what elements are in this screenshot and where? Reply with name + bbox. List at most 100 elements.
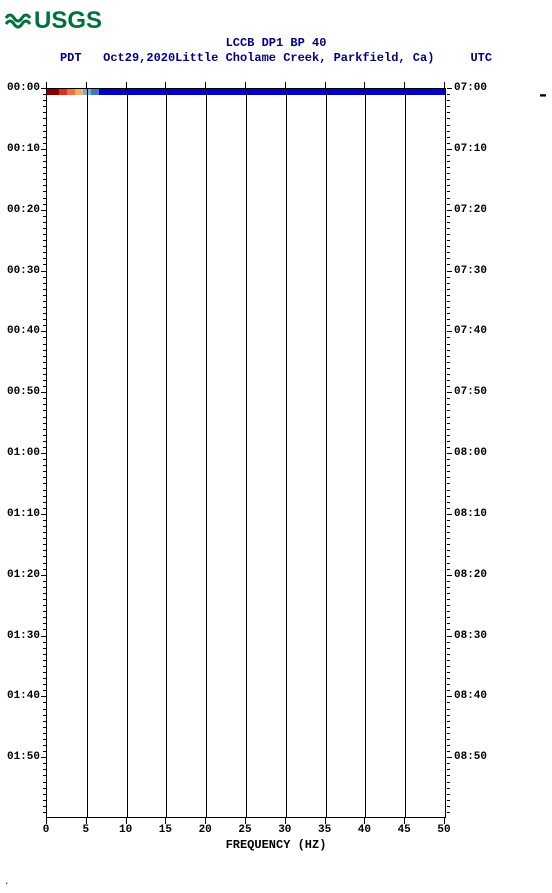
- y-minor-tick-right: [447, 137, 450, 138]
- y-left-label: 01:00: [7, 448, 40, 459]
- y-minor-tick-left: [43, 751, 46, 752]
- y-minor-tick-right: [447, 441, 450, 442]
- y-minor-tick-left: [43, 429, 46, 430]
- y-minor-tick-right: [447, 581, 450, 582]
- y-minor-tick-right: [447, 325, 450, 326]
- y-minor-tick-left: [43, 94, 46, 95]
- y-minor-tick-right: [447, 398, 450, 399]
- y-minor-tick-left: [43, 350, 46, 351]
- page: USGS LCCB DP1 BP 40 PDT Oct29,2020 Littl…: [0, 0, 552, 893]
- y-minor-tick-right: [447, 319, 450, 320]
- y-minor-tick-left: [43, 532, 46, 533]
- y-right-label: 08:00: [454, 448, 487, 459]
- spectrogram-segment: [91, 89, 99, 95]
- y-minor-tick-left: [43, 654, 46, 655]
- y-minor-tick-left: [43, 490, 46, 491]
- y-minor-tick-right: [447, 496, 450, 497]
- y-minor-tick-right: [447, 264, 450, 265]
- y-minor-tick-right: [447, 727, 450, 728]
- y-minor-tick-right: [447, 672, 450, 673]
- y-tick-left: [41, 149, 46, 150]
- chart-header: LCCB DP1 BP 40 PDT Oct29,2020 Little Cho…: [0, 36, 552, 66]
- y-minor-tick-right: [447, 544, 450, 545]
- y-minor-tick-right: [447, 465, 450, 466]
- y-minor-tick-right: [447, 471, 450, 472]
- y-minor-tick-right: [447, 490, 450, 491]
- y-minor-tick-right: [447, 240, 450, 241]
- y-tick-right: [447, 271, 452, 272]
- y-minor-tick-left: [43, 794, 46, 795]
- y-minor-tick-left: [43, 118, 46, 119]
- x-tick: [165, 82, 166, 88]
- y-tick-left: [41, 636, 46, 637]
- y-minor-tick-left: [43, 690, 46, 691]
- y-minor-tick-right: [447, 143, 450, 144]
- x-tick-label: 25: [238, 824, 251, 836]
- y-minor-tick-right: [447, 100, 450, 101]
- y-minor-tick-left: [43, 800, 46, 801]
- y-minor-tick-left: [43, 745, 46, 746]
- y-minor-tick-right: [447, 435, 450, 436]
- tz-left-label: PDT: [60, 51, 82, 66]
- y-minor-tick-left: [43, 325, 46, 326]
- y-minor-tick-left: [43, 161, 46, 162]
- y-minor-tick-left: [43, 222, 46, 223]
- y-right-label: 07:00: [454, 83, 487, 94]
- y-minor-tick-left: [43, 465, 46, 466]
- y-left-label: 00:50: [7, 387, 40, 398]
- y-minor-tick-left: [43, 295, 46, 296]
- y-tick-right: [447, 757, 452, 758]
- y-tick-left: [41, 575, 46, 576]
- gridline-vertical: [286, 89, 287, 817]
- y-minor-tick-right: [447, 337, 450, 338]
- y-minor-tick-right: [447, 532, 450, 533]
- y-minor-tick-right: [447, 374, 450, 375]
- y-minor-tick-right: [447, 94, 450, 95]
- y-minor-tick-right: [447, 508, 450, 509]
- y-minor-tick-right: [447, 234, 450, 235]
- spectrogram-segment: [59, 89, 67, 95]
- y-minor-tick-right: [447, 417, 450, 418]
- y-tick-left: [41, 757, 46, 758]
- y-tick-right: [447, 575, 452, 576]
- y-minor-tick-left: [43, 191, 46, 192]
- y-right-label: 08:50: [454, 752, 487, 763]
- y-minor-tick-left: [43, 709, 46, 710]
- y-minor-tick-right: [447, 167, 450, 168]
- y-minor-tick-left: [43, 702, 46, 703]
- y-minor-tick-right: [447, 605, 450, 606]
- y-axis-left: 00:0000:1000:2000:3000:4000:5001:0001:10…: [0, 88, 46, 818]
- y-minor-tick-left: [43, 313, 46, 314]
- x-tick-label: 50: [437, 824, 450, 836]
- plot-area: [46, 88, 446, 818]
- y-minor-tick-right: [447, 769, 450, 770]
- y-minor-tick-left: [43, 319, 46, 320]
- y-minor-tick-left: [43, 185, 46, 186]
- y-minor-tick-left: [43, 550, 46, 551]
- y-left-label: 01:50: [7, 752, 40, 763]
- x-tick-label: 5: [82, 824, 89, 836]
- y-right-label: 07:10: [454, 144, 487, 155]
- x-tick: [364, 82, 365, 88]
- gridline-vertical: [405, 89, 406, 817]
- y-left-label: 00:00: [7, 83, 40, 94]
- y-minor-tick-left: [43, 520, 46, 521]
- x-tick-label: 30: [278, 824, 291, 836]
- x-tick-label: 35: [318, 824, 331, 836]
- y-minor-tick-right: [447, 155, 450, 156]
- bottom-left-mark: ·: [4, 879, 9, 889]
- y-tick-right: [447, 331, 452, 332]
- x-tick: [444, 82, 445, 88]
- x-labels: 05101520253035404550: [46, 824, 446, 838]
- y-minor-tick-left: [43, 763, 46, 764]
- y-minor-tick-left: [43, 125, 46, 126]
- y-left-label: 00:10: [7, 144, 40, 155]
- y-right-label: 07:30: [454, 266, 487, 277]
- y-tick-left: [41, 696, 46, 697]
- y-minor-tick-left: [43, 672, 46, 673]
- y-minor-tick-right: [447, 800, 450, 801]
- date-label: Oct29,2020: [103, 51, 175, 66]
- y-minor-tick-right: [447, 112, 450, 113]
- y-minor-tick-left: [43, 216, 46, 217]
- y-right-label: 07:40: [454, 326, 487, 337]
